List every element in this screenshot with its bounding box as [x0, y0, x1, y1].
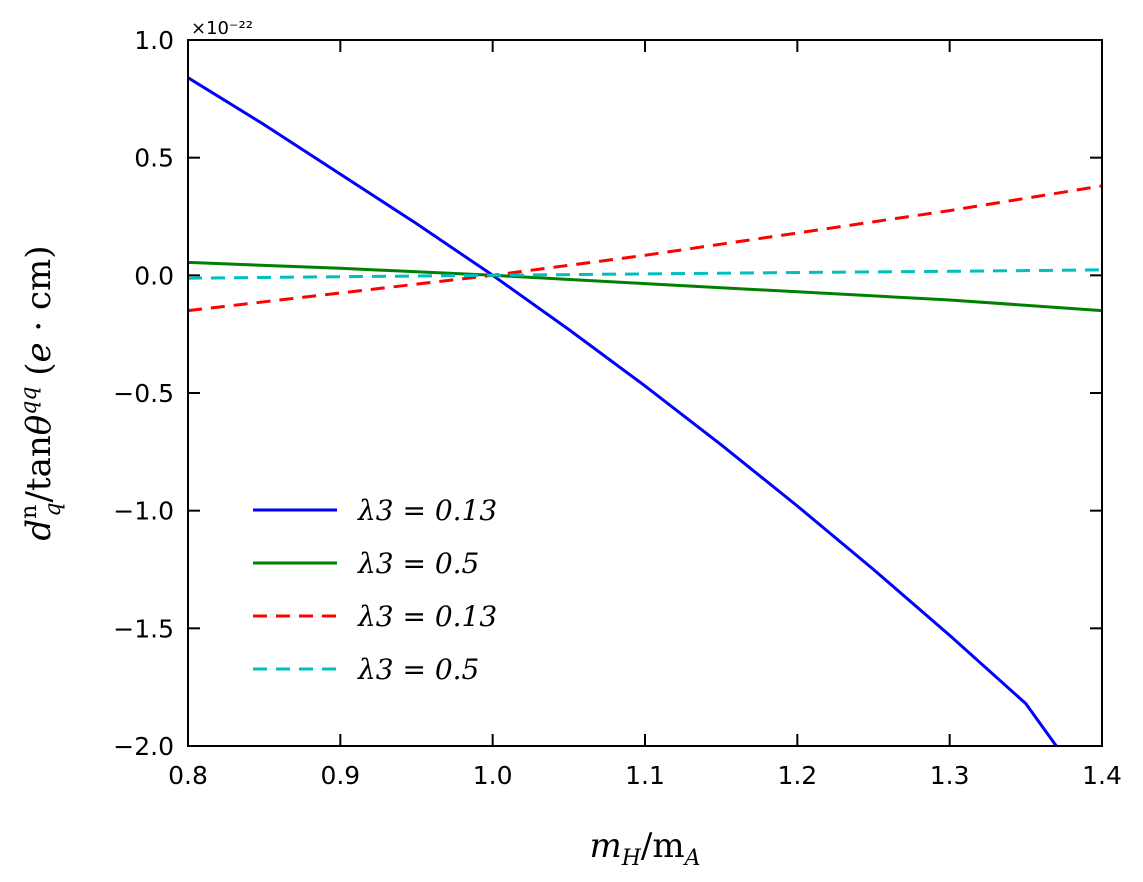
legend-label-2: λ3 = 0.5 — [357, 547, 479, 580]
legend: λ3 = 0.13 λ3 = 0.5 λ3 = 0.13 λ3 = 0.5 — [253, 494, 497, 686]
plot-background — [188, 40, 1102, 746]
y-tick-label: −1.5 — [113, 614, 174, 643]
x-tick-label: 0.8 — [168, 761, 208, 790]
y-tick-label: 0.0 — [134, 261, 174, 290]
series-line-4 — [187, 268, 1103, 280]
axis-ticks: 0.8 0.9 1.0 1.1 1.2 1.3 1.4 1.0 0.5 0.0 −0.5 −1.0 −1… — [113, 26, 1122, 790]
x-axis-title: mH/mA — [589, 826, 700, 871]
legend-label-1: λ3 = 0.13 — [357, 494, 497, 527]
x-tick-label: 1.4 — [1082, 761, 1122, 790]
legend-label-3: λ3 = 0.13 — [357, 600, 497, 633]
y-tick-label: 1.0 — [134, 26, 174, 55]
series-lines — [187, 76, 1103, 747]
y-tick-label: −0.5 — [113, 379, 174, 408]
x-tick-label: 0.9 — [320, 761, 360, 790]
x-tick-label: 1.2 — [777, 761, 817, 790]
x-tick-label: 1.3 — [930, 761, 970, 790]
y-tick-label: −2.0 — [113, 732, 174, 761]
y-tick-label: 0.5 — [134, 144, 174, 173]
series-line-2 — [187, 260, 1103, 313]
series-line-1 — [187, 76, 1058, 747]
legend-label-4: λ3 = 0.5 — [357, 653, 479, 686]
y-tick-label: −1.0 — [113, 497, 174, 526]
x-tick-label: 1.0 — [473, 761, 513, 790]
y-multiplier: ×10⁻²² — [191, 18, 253, 39]
y-axis-title: dnq/tanθqq (e · cm) — [17, 245, 66, 540]
plot-frame — [187, 39, 1103, 747]
series-line-3 — [187, 184, 1103, 313]
x-tick-label: 1.1 — [625, 761, 665, 790]
